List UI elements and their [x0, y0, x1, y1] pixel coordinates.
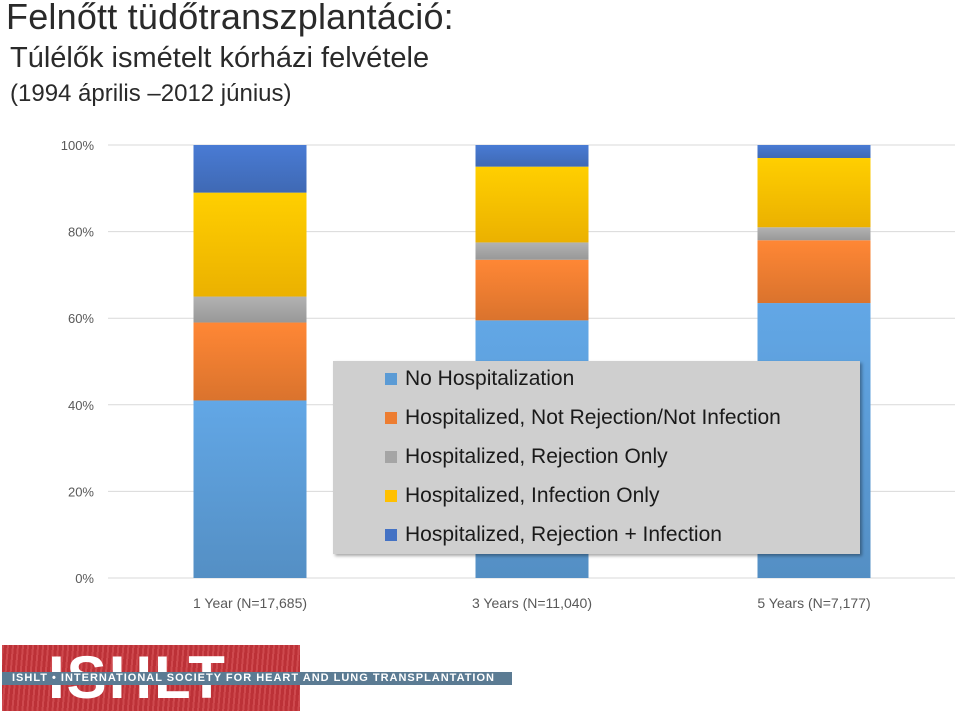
- date-range: (1994 április –2012 június): [10, 80, 292, 107]
- bar-segment: [757, 157, 871, 228]
- bar-segment: [475, 145, 589, 167]
- y-tick-label: 60%: [68, 311, 94, 326]
- bar-segment: [193, 296, 307, 323]
- y-tick-label: 80%: [68, 225, 94, 240]
- bar-segment: [757, 145, 871, 158]
- bar-segment: [757, 240, 871, 304]
- legend-item: Hospitalized, Not Rejection/Not Infectio…: [385, 406, 781, 430]
- society-name: ISHLT • INTERNATIONAL SOCIETY FOR HEART …: [12, 672, 495, 684]
- legend-swatch: [385, 373, 397, 385]
- bar-segment: [475, 242, 589, 260]
- legend-label: Hospitalized, Not Rejection/Not Infectio…: [405, 406, 781, 429]
- legend-label: Hospitalized, Infection Only: [405, 484, 660, 507]
- legend-label: Hospitalized, Rejection + Infection: [405, 523, 722, 546]
- legend-label: No Hospitalization: [405, 367, 575, 390]
- bar-segment: [193, 145, 307, 193]
- y-tick-label: 20%: [68, 484, 94, 499]
- bar-segment: [193, 400, 307, 578]
- legend-swatch: [385, 529, 397, 541]
- legend-item: Hospitalized, Rejection + Infection: [385, 523, 722, 547]
- society-banner: ISHLT • INTERNATIONAL SOCIETY FOR HEART …: [2, 672, 512, 685]
- legend-item: No Hospitalization: [385, 367, 574, 391]
- bar-segment: [475, 166, 589, 243]
- x-tick-label: 5 Years (N=7,177): [757, 595, 870, 611]
- page-title: Felnőtt tüdőtranszplantáció:: [6, 0, 454, 37]
- bar-segment: [475, 259, 589, 321]
- legend-label: Hospitalized, Rejection Only: [405, 445, 668, 468]
- legend-item: Hospitalized, Infection Only: [385, 484, 659, 508]
- y-tick-label: 40%: [68, 398, 94, 413]
- y-tick-label: 100%: [61, 138, 95, 153]
- legend-swatch: [385, 451, 397, 463]
- page-subtitle: Túlélők ismételt kórházi felvétele: [10, 42, 430, 74]
- bar-segment: [193, 322, 307, 401]
- bar-segment: [757, 227, 871, 241]
- legend-item: Hospitalized, Rejection Only: [385, 445, 668, 469]
- bar-segment: [193, 192, 307, 297]
- x-tick-label: 1 Year (N=17,685): [193, 595, 307, 611]
- chart-legend: No Hospitalization Hospitalized, Not Reje…: [333, 361, 860, 554]
- y-tick-label: 0%: [75, 571, 94, 586]
- ishlt-footer: ISHLT ISHLT • INTERNATIONAL SOCIETY FOR …: [2, 644, 512, 711]
- legend-swatch: [385, 412, 397, 424]
- legend-swatch: [385, 490, 397, 502]
- x-tick-label: 3 Years (N=11,040): [472, 595, 592, 611]
